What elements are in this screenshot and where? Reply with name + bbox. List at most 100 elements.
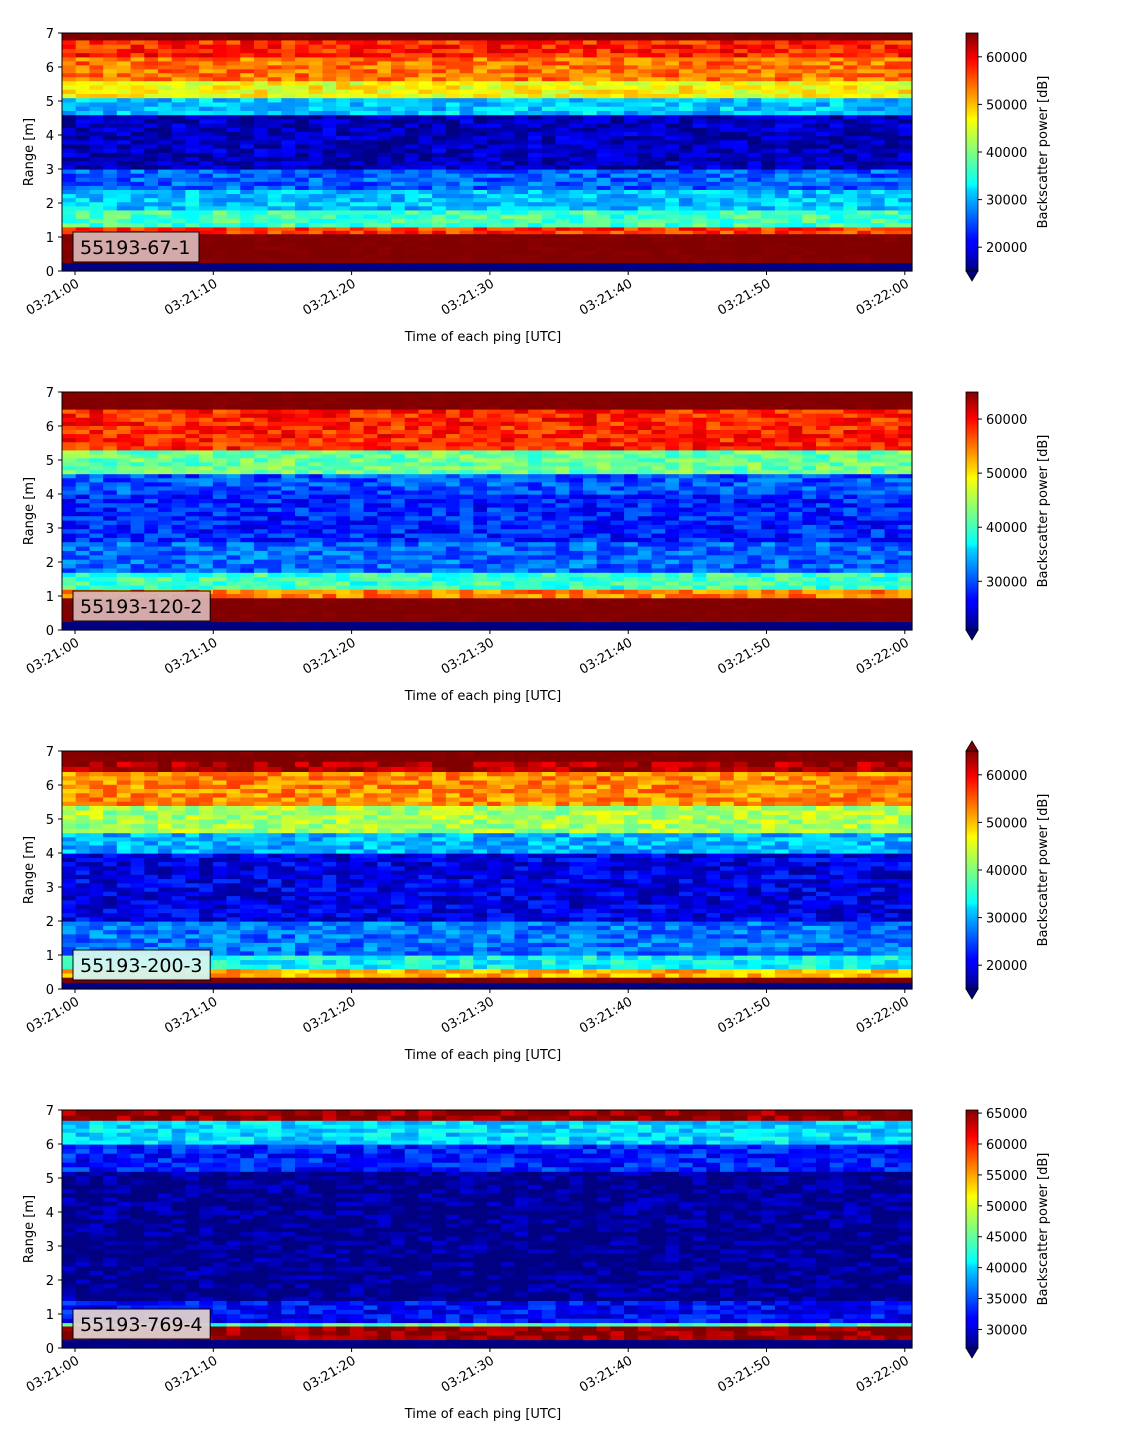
heatmap-cell: [158, 144, 172, 149]
heatmap-cell: [309, 246, 323, 251]
heatmap-cell: [117, 102, 131, 107]
heatmap-cell: [652, 93, 666, 98]
heatmap-cell: [227, 610, 241, 615]
heatmap-cell: [843, 165, 857, 170]
heatmap-cell: [789, 181, 803, 186]
heatmap-cell: [747, 148, 761, 153]
heatmap-cell: [802, 65, 816, 70]
heatmap-cell: [679, 559, 693, 564]
heatmap-cell: [514, 33, 528, 37]
heatmap-cell: [295, 73, 309, 78]
heatmap-cell: [199, 57, 213, 62]
heatmap-cell: [405, 98, 419, 103]
heatmap-cell: [309, 589, 323, 594]
heatmap-cell: [857, 102, 871, 107]
heatmap-cell: [199, 73, 213, 78]
heatmap-cell: [871, 572, 885, 577]
heatmap-cell: [460, 585, 474, 590]
heatmap-cell: [734, 110, 748, 115]
heatmap-cell: [747, 572, 761, 577]
heatmap-cell: [843, 148, 857, 153]
heatmap-cell: [843, 44, 857, 49]
heatmap-cell: [158, 127, 172, 132]
heatmap-cell: [240, 136, 254, 141]
heatmap-cell: [172, 202, 186, 207]
heatmap-cell: [789, 585, 803, 590]
heatmap-cell: [789, 152, 803, 157]
heatmap-cell: [706, 589, 720, 594]
heatmap-cell: [117, 93, 131, 98]
heatmap-cell: [514, 218, 528, 223]
heatmap-cell: [391, 73, 405, 78]
heatmap-cell: [473, 214, 487, 219]
heatmap-cell: [158, 542, 172, 547]
heatmap-cell: [556, 238, 570, 243]
heatmap-cell: [144, 585, 158, 590]
heatmap-cell: [460, 119, 474, 124]
heatmap-cell: [268, 177, 282, 182]
heatmap-cell: [775, 572, 789, 577]
heatmap-cell: [227, 44, 241, 49]
heatmap-cell: [227, 242, 241, 247]
heatmap-cell: [857, 198, 871, 203]
heatmap-cell: [240, 250, 254, 255]
heatmap-cell: [652, 568, 666, 573]
heatmap-cell: [652, 119, 666, 124]
heatmap-cell: [556, 614, 570, 619]
heatmap-cell: [103, 140, 117, 145]
heatmap-cell: [144, 181, 158, 186]
heatmap-cell: [857, 550, 871, 555]
heatmap-cell: [295, 185, 309, 190]
heatmap-cell: [172, 537, 186, 542]
heatmap-cell: [638, 102, 652, 107]
heatmap-cell: [514, 198, 528, 203]
heatmap-cell: [391, 148, 405, 153]
heatmap-cell: [610, 185, 624, 190]
heatmap-cell: [185, 546, 199, 551]
heatmap-cell: [761, 189, 775, 194]
heatmap-cell: [309, 585, 323, 590]
heatmap-cell: [775, 542, 789, 547]
heatmap-cell: [295, 618, 309, 623]
heatmap-cell: [885, 250, 899, 255]
heatmap-cell: [89, 585, 103, 590]
heatmap-cell: [816, 110, 830, 115]
heatmap-cell: [857, 156, 871, 161]
heatmap-cell: [871, 189, 885, 194]
heatmap-cell: [144, 177, 158, 182]
heatmap-cell: [556, 550, 570, 555]
heatmap-cell: [816, 73, 830, 78]
heatmap-cell: [501, 218, 515, 223]
heatmap-cell: [638, 210, 652, 215]
heatmap-cell: [501, 48, 515, 53]
heatmap-cell: [706, 559, 720, 564]
heatmap-cell: [583, 537, 597, 542]
heatmap-cell: [268, 173, 282, 178]
heatmap-cell: [693, 185, 707, 190]
heatmap-cell: [597, 263, 611, 268]
heatmap-cell: [843, 185, 857, 190]
heatmap-cell: [802, 152, 816, 157]
heatmap-cell: [720, 542, 734, 547]
heatmap-cell: [213, 161, 227, 166]
heatmap-cell: [830, 581, 844, 586]
heatmap-cell: [501, 610, 515, 615]
heatmap-cell: [514, 148, 528, 153]
heatmap-cell: [227, 69, 241, 74]
heatmap-cell: [569, 119, 583, 124]
heatmap-cell: [227, 181, 241, 186]
heatmap-cell: [364, 131, 378, 136]
heatmap-cell: [240, 131, 254, 136]
heatmap-cell: [309, 563, 323, 568]
heatmap-cell: [569, 193, 583, 198]
heatmap-cell: [501, 144, 515, 149]
heatmap-cell: [556, 258, 570, 263]
heatmap-cell: [789, 598, 803, 603]
heatmap-cell: [679, 602, 693, 607]
heatmap-cell: [487, 254, 501, 259]
heatmap-cell: [706, 57, 720, 62]
heatmap-cell: [693, 131, 707, 136]
heatmap-cell: [473, 585, 487, 590]
heatmap-cell: [706, 606, 720, 611]
heatmap-cell: [652, 123, 666, 128]
